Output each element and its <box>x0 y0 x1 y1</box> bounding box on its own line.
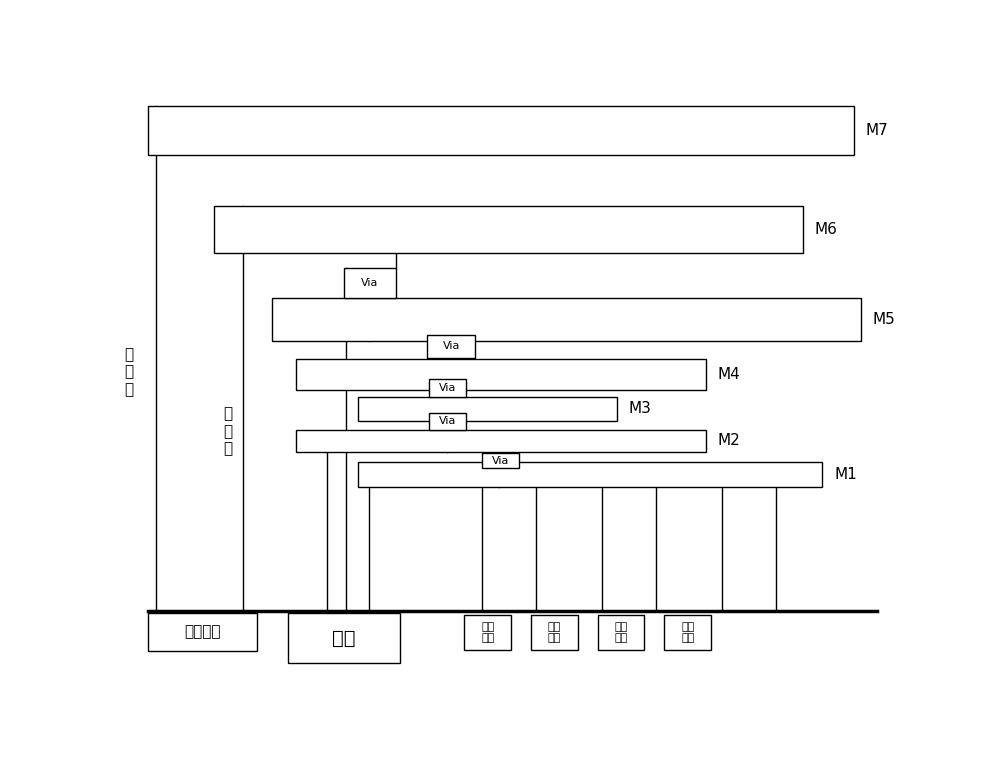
Text: 标准
单元: 标准 单元 <box>481 621 494 643</box>
Bar <box>358 397 617 421</box>
Bar <box>531 615 578 650</box>
Bar <box>482 453 519 469</box>
Text: 开关单元: 开关单元 <box>184 625 221 639</box>
Text: Via: Via <box>361 278 379 288</box>
Bar <box>296 359 706 390</box>
Bar <box>427 334 475 358</box>
Text: Via: Via <box>439 416 456 426</box>
Text: M7: M7 <box>865 124 888 138</box>
Text: M1: M1 <box>834 467 857 482</box>
Bar <box>429 379 466 397</box>
Text: 第
二
孔: 第 二 孔 <box>224 407 233 456</box>
Bar <box>344 268 396 298</box>
Text: 标准
单元: 标准 单元 <box>614 621 628 643</box>
Text: Via: Via <box>491 455 509 466</box>
Bar <box>288 613 400 663</box>
Text: Via: Via <box>443 341 460 351</box>
Text: M2: M2 <box>718 434 741 449</box>
Text: M3: M3 <box>629 401 652 416</box>
Text: M6: M6 <box>815 222 838 237</box>
Text: 标准
单元: 标准 单元 <box>681 621 694 643</box>
Bar <box>358 462 822 487</box>
Text: 第
一
孔: 第 一 孔 <box>124 347 133 397</box>
Bar <box>148 613 257 652</box>
Text: M4: M4 <box>718 367 741 382</box>
Bar <box>296 430 706 452</box>
Bar <box>429 413 466 430</box>
Text: M5: M5 <box>873 312 896 327</box>
Text: 硬宏: 硬宏 <box>332 628 356 648</box>
Bar <box>148 107 854 155</box>
Bar <box>272 298 861 341</box>
Bar <box>598 615 644 650</box>
Text: Via: Via <box>439 383 456 393</box>
Bar <box>214 205 803 253</box>
Text: 标准
单元: 标准 单元 <box>548 621 561 643</box>
Bar <box>464 615 511 650</box>
Bar <box>664 615 711 650</box>
